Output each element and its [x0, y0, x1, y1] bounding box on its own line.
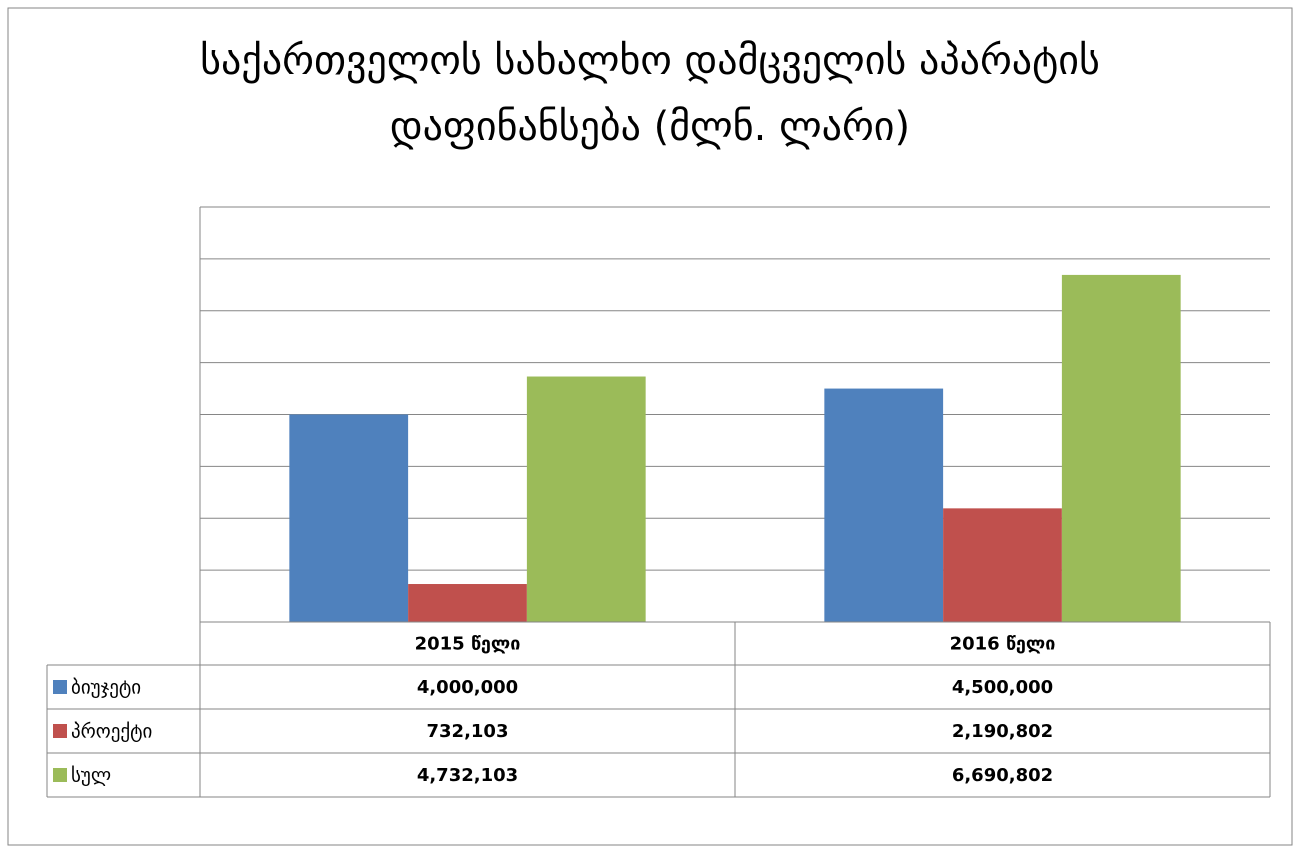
- data-label: 732,103: [427, 721, 509, 742]
- legend-marker: [53, 768, 67, 782]
- bar: [943, 508, 1062, 622]
- bar: [289, 414, 409, 622]
- legend-label: პროექტი: [71, 721, 152, 743]
- data-label: 4,500,000: [952, 677, 1053, 698]
- bar: [526, 376, 646, 622]
- legend-label: სულ: [71, 765, 111, 787]
- bar: [824, 388, 944, 622]
- data-label: 4,000,000: [417, 677, 518, 698]
- data-label: 4,732,103: [417, 765, 518, 786]
- legend-label: ბიუჯეტი: [71, 677, 141, 699]
- data-label: 6,690,802: [952, 765, 1053, 786]
- chart-title: საქართველოს სახალხო დამცველის აპარატის დ…: [200, 38, 1100, 150]
- x-tick-label: 2015 წელი: [415, 634, 521, 655]
- legend-marker: [53, 724, 67, 738]
- legend-marker: [53, 680, 67, 694]
- data-label: 2,190,802: [952, 721, 1053, 742]
- bar: [1061, 274, 1181, 622]
- bar: [408, 584, 527, 622]
- x-tick-label: 2016 წელი: [950, 634, 1056, 655]
